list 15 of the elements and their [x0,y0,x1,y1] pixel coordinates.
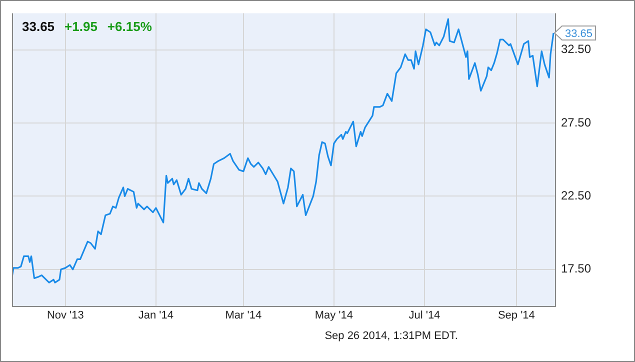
text: Sep 26 2014, 1:31PM EDT. [324,330,458,342]
annotation: 33.65 [22,18,55,34]
x-tick-label: Mar '14 [225,310,262,322]
y-tick-label: 17.50 [561,262,592,276]
annotation: 33.65 [565,28,593,40]
y-tick-label: 27.50 [561,115,592,130]
x-tick-label: Sep '14 [498,310,535,322]
y-tick-label: 22.50 [561,188,592,203]
x-tick-label: Jan '14 [138,310,174,322]
annotation: +1.95 [64,18,98,34]
annotation: +6.15% [107,18,152,34]
y-tick-label: 32.50 [561,42,592,56]
x-tick-label: Jul '14 [408,310,440,322]
x-tick-label: Nov '13 [46,310,84,322]
x-tick-label: May '14 [314,310,354,322]
